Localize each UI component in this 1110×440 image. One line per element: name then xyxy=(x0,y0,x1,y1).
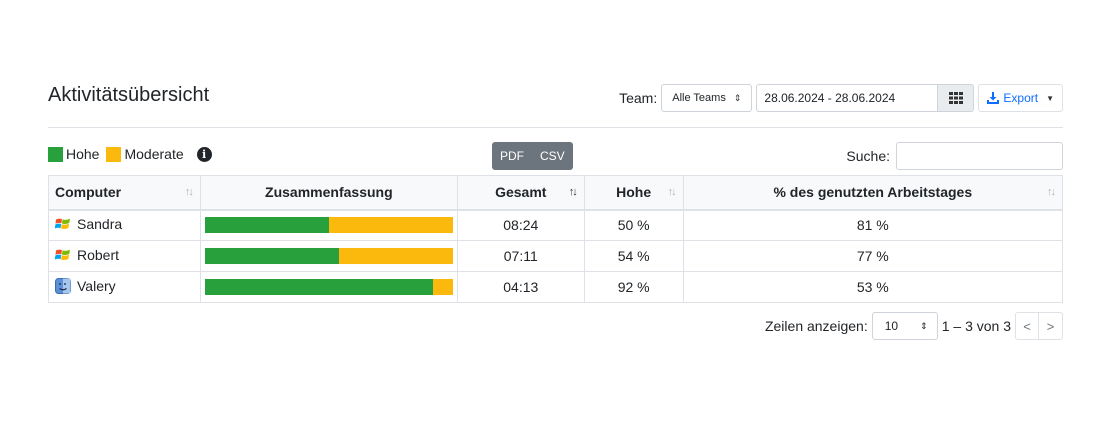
rows-select-value: 10 xyxy=(884,319,899,333)
legend-label-moderate: Moderate xyxy=(124,146,184,162)
search-group: Suche: xyxy=(846,142,1063,170)
windows-icon xyxy=(54,216,71,235)
computer-name[interactable]: Valery xyxy=(77,277,116,294)
total-cell: 08:24 xyxy=(456,209,585,241)
high-segment xyxy=(204,217,329,234)
sort-icon: ↑↓ xyxy=(184,186,194,198)
search-input[interactable] xyxy=(896,142,1063,170)
sort-icon: ↑↓ xyxy=(1047,186,1056,198)
csv-button[interactable]: CSV xyxy=(532,142,573,170)
updown-caret-icon: ⇕ xyxy=(920,320,928,331)
team-select-value: Alle Teams xyxy=(672,92,726,104)
summary-cell xyxy=(199,240,458,272)
column-header-total[interactable]: Gesamt ↑↓ xyxy=(456,175,585,211)
pagination: Zeilen anzeigen: 10 ⇕ 1 – 3 von 3 < > xyxy=(765,312,1063,340)
activity-bar xyxy=(204,248,453,264)
computer-name[interactable]: Robert xyxy=(77,246,120,263)
summary-cell xyxy=(199,271,458,303)
activity-table: Computer ↑↓ Zusammenfassung Gesamt ↑↓ Ho… xyxy=(48,175,1064,303)
updown-caret-icon: ⇕ xyxy=(733,92,742,103)
computer-cell: Sandra xyxy=(48,209,201,241)
dropdown-caret-icon: ▼ xyxy=(1046,93,1054,103)
high-segment xyxy=(204,279,433,295)
high-segment xyxy=(204,248,339,264)
legend: Hohe Moderate i xyxy=(48,146,212,162)
legend-swatch-high xyxy=(48,146,63,162)
export-format-group: PDF CSV xyxy=(492,142,573,170)
moderate-segment xyxy=(328,217,453,234)
page-title: Aktivitätsübersicht xyxy=(48,84,210,106)
team-select[interactable]: Alle Teams ⇕ xyxy=(661,84,753,112)
table-row: Sandra 08:24 50 % 81 % xyxy=(48,209,1064,241)
date-range-picker: 28.06.2024 - 28.06.2024 xyxy=(756,84,975,112)
moderate-segment xyxy=(433,279,453,295)
legend-item-moderate: Moderate xyxy=(106,146,184,162)
rows-label: Zeilen anzeigen: xyxy=(764,318,868,334)
grid-icon xyxy=(948,92,963,104)
rows-per-page-select[interactable]: 10 ⇕ xyxy=(871,312,938,340)
download-icon xyxy=(987,92,1000,104)
legend-swatch-moderate xyxy=(106,146,122,162)
table-row: Valery 04:13 92 % 53 % xyxy=(48,271,1064,303)
team-label: Team: xyxy=(619,90,658,106)
sort-icon: ↑↓ xyxy=(667,186,677,198)
export-button[interactable]: Export ▼ xyxy=(978,84,1063,112)
workday-cell: 81 % xyxy=(682,209,1064,241)
date-range-input[interactable]: 28.06.2024 - 28.06.2024 xyxy=(756,84,938,112)
table-row: Robert 07:11 54 % 77 % xyxy=(48,240,1064,272)
windows-icon xyxy=(54,247,71,266)
legend-label-high: Hohe xyxy=(66,146,100,162)
search-label: Suche: xyxy=(846,148,890,164)
next-page-button[interactable]: > xyxy=(1039,312,1063,340)
high-cell: 92 % xyxy=(583,271,684,303)
legend-item-high: Hohe xyxy=(48,146,99,162)
page-range: 1 – 3 von 3 xyxy=(941,318,1011,334)
column-header-computer[interactable]: Computer ↑↓ xyxy=(48,175,201,211)
pdf-button[interactable]: PDF xyxy=(492,142,532,170)
total-cell: 07:11 xyxy=(456,240,585,272)
mac-icon xyxy=(55,277,71,297)
export-label: Export xyxy=(1003,91,1039,105)
computer-cell: Robert xyxy=(48,240,201,272)
column-header-summary: Zusammenfassung xyxy=(199,175,458,211)
computer-cell: Valery xyxy=(48,271,201,303)
moderate-segment xyxy=(338,248,453,264)
workday-cell: 53 % xyxy=(682,271,1064,303)
summary-cell xyxy=(199,209,458,241)
column-header-workday[interactable]: % des genutzten Arbeitstages ↑↓ xyxy=(682,175,1064,211)
sort-icon: ↑↓ xyxy=(568,186,578,198)
workday-cell: 77 % xyxy=(682,240,1064,272)
activity-bar xyxy=(204,279,453,295)
high-cell: 54 % xyxy=(583,240,684,272)
computer-name[interactable]: Sandra xyxy=(77,215,123,232)
high-cell: 50 % xyxy=(583,209,684,241)
divider xyxy=(48,127,1063,128)
toolbar: Team: Alle Teams ⇕ 28.06.2024 - 28.06.20… xyxy=(619,84,1063,112)
info-icon[interactable]: i xyxy=(196,146,212,162)
calendar-button[interactable] xyxy=(937,84,975,112)
total-cell: 04:13 xyxy=(456,271,585,303)
activity-bar xyxy=(204,217,453,234)
column-header-high[interactable]: Hohe ↑↓ xyxy=(583,175,684,211)
prev-page-button[interactable]: < xyxy=(1015,312,1039,340)
